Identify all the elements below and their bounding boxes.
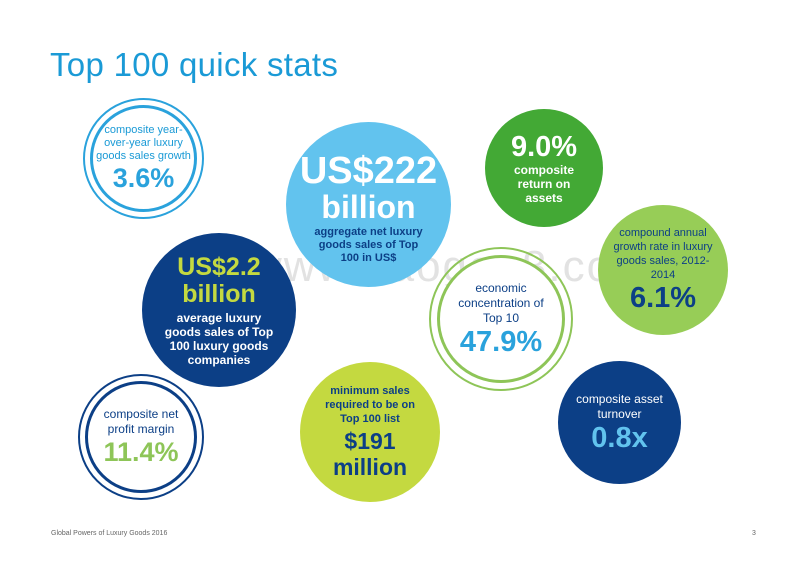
- margin-outer-ring: [78, 374, 204, 500]
- cagr-stat-circle: compound annual growth rate in luxury go…: [598, 205, 728, 335]
- cagr-label: compound annual growth rate in luxury go…: [613, 227, 713, 281]
- page-number: 3: [752, 530, 756, 537]
- aggregate-value-line1: US$222: [299, 150, 438, 192]
- roa-value: 9.0%: [510, 131, 578, 163]
- turnover-label: composite asset turnover: [576, 391, 663, 421]
- aggregate-stat-circle: US$222 billion aggregate net luxury good…: [286, 122, 451, 287]
- growth-value: 3.6%: [112, 163, 175, 193]
- concentration-label: economic concentration of Top 10: [458, 280, 544, 325]
- footer-text: Global Powers of Luxury Goods 2016: [51, 530, 168, 537]
- margin-stat-circle: composite net profit margin 11.4%: [85, 381, 197, 493]
- turnover-value: 0.8x: [591, 421, 648, 454]
- concentration-stat-circle: economic concentration of Top 10 47.9%: [437, 255, 565, 383]
- minimum-stat-circle: minimum sales required to be on Top 100 …: [300, 362, 440, 502]
- margin-value: 11.4%: [103, 437, 179, 467]
- aggregate-label: aggregate net luxury goods sales of Top …: [314, 226, 423, 264]
- minimum-value-line2: million: [332, 454, 408, 480]
- cagr-value: 6.1%: [629, 282, 697, 314]
- aggregate-value-line2: billion: [321, 189, 416, 225]
- roa-label: composite return on assets: [513, 163, 574, 205]
- average-value-line1: US$2.2: [177, 252, 261, 281]
- growth-stat-circle: composite year-over-year luxury goods sa…: [90, 105, 197, 212]
- page-title: Top 100 quick stats: [50, 46, 339, 83]
- minimum-value-line1: $191: [344, 428, 396, 454]
- concentration-outer-ring: [429, 247, 573, 391]
- average-stat-circle: US$2.2 billion average luxury goods sale…: [142, 233, 296, 387]
- minimum-label: minimum sales required to be on Top 100 …: [325, 385, 415, 425]
- growth-outer-ring: [83, 98, 204, 219]
- growth-label: composite year-over-year luxury goods sa…: [96, 124, 191, 162]
- roa-stat-circle: 9.0% composite return on assets: [485, 109, 603, 227]
- margin-label: composite net profit margin: [103, 407, 179, 436]
- average-value-line2: billion: [182, 279, 256, 308]
- turnover-stat-circle: composite asset turnover 0.8x: [558, 361, 681, 484]
- average-label: average luxury goods sales of Top 100 lu…: [164, 310, 274, 367]
- concentration-value: 47.9%: [459, 325, 543, 358]
